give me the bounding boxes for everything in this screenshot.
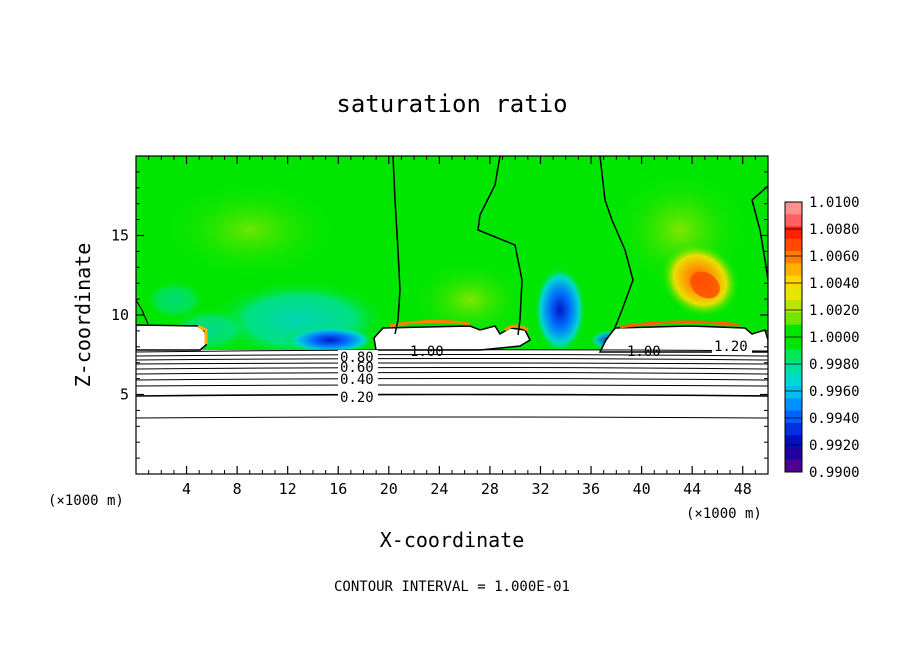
cloud-rim: [197, 324, 208, 344]
field-patch-low: [534, 266, 586, 354]
x-tick-label: 44: [683, 480, 701, 498]
colorbar-band: [785, 337, 802, 350]
x-tick-label: 24: [430, 480, 448, 498]
x-tick-label: 40: [633, 480, 651, 498]
colorbar-band: [785, 373, 802, 387]
x-tick-label: 48: [734, 480, 752, 498]
colorbar-label: 0.9920: [809, 438, 860, 454]
field-patch-yellowgreen: [160, 180, 340, 280]
colorbar-band: [785, 324, 802, 338]
colorbar-label: 0.9960: [809, 384, 860, 400]
y-tick-label: 15: [111, 227, 129, 245]
contour-label: 0.40: [340, 372, 374, 388]
y-tick-label: 5: [120, 386, 129, 404]
contour-line: [392, 156, 401, 335]
colorbar-band: [785, 275, 802, 289]
colorbar-band: [785, 422, 802, 436]
x-unit-left: (×1000 m): [48, 493, 124, 509]
colorbar-band: [785, 300, 802, 313]
chart-title: saturation ratio: [336, 90, 567, 118]
colorbar-band: [785, 386, 802, 399]
contour-label: 1.00: [627, 344, 661, 360]
colorbar-band: [785, 398, 802, 412]
colorbar-band: [785, 447, 802, 461]
colorbar-label: 1.0080: [809, 222, 860, 238]
y-tick-label: 10: [111, 306, 129, 324]
x-tick-label: 8: [233, 480, 242, 498]
lower-white-region: [136, 350, 768, 474]
colorbar-band: [785, 238, 802, 252]
contour-label: 0.60: [340, 360, 374, 376]
colorbar-band: [785, 226, 802, 240]
cloud-rim: [504, 324, 529, 332]
colorbar-band: [785, 459, 802, 473]
colorbar-band: [785, 202, 802, 215]
x-tick-label: 32: [531, 480, 549, 498]
contour-label: 1.20: [714, 339, 748, 355]
colorbar-label: 1.0000: [809, 330, 860, 346]
colorbar-label: 1.0020: [809, 303, 860, 319]
plot-area: [136, 156, 768, 474]
colorbar-label: 1.0040: [809, 276, 860, 292]
colorbar-label: 0.9940: [809, 411, 860, 427]
x-unit-right: (×1000 m): [686, 506, 762, 522]
colorbar-band: [785, 214, 802, 228]
x-tick-label: 4: [182, 480, 191, 498]
colorbar-band: [785, 251, 802, 264]
field-patch-low: [145, 280, 205, 320]
colorbar-band: [785, 312, 802, 326]
contour-labels: 0.80 0.60 0.40 0.20 1.00 1.00 1.20: [338, 338, 752, 406]
x-tick-label: 20: [380, 480, 398, 498]
contour-stack: [136, 349, 768, 419]
colorbar-label: 0.9900: [809, 465, 860, 481]
colorbar-label: 1.0100: [809, 195, 860, 211]
x-tick-label: 12: [279, 480, 297, 498]
field-patch-high: [690, 271, 720, 299]
contour-line: [136, 299, 149, 325]
field-patch-low: [285, 326, 375, 354]
colorbar-band: [785, 435, 802, 448]
colorbar: 1.0100 1.0080 1.0060 1.0040 1.0020 1.0000 0.99…: [784, 195, 860, 481]
colorbar-band: [785, 361, 802, 375]
colorbar-band: [785, 287, 802, 301]
contour-line: [599, 156, 634, 331]
contour-line: [751, 185, 768, 281]
colorbar-label: 1.0060: [809, 249, 860, 265]
colorbar-band: [785, 410, 802, 424]
colorbar-label: 0.9980: [809, 357, 860, 373]
y-axis-label: Z-coordinate: [71, 243, 95, 388]
contour-label: 0.80: [340, 350, 374, 366]
contour-label: 0.20: [340, 390, 374, 406]
contour-interval-note: CONTOUR INTERVAL = 1.000E-01: [334, 579, 570, 595]
x-axis-label: X-coordinate: [380, 528, 525, 552]
x-tick-label: 28: [481, 480, 499, 498]
contour-label: 1.00: [410, 344, 444, 360]
cloud-cap-left: [136, 324, 207, 351]
x-tick-label: 36: [582, 480, 600, 498]
y-axis: 5 10 15: [111, 171, 768, 459]
cloud-rim: [619, 320, 741, 329]
x-tick-label: 16: [329, 480, 347, 498]
colorbar-band: [785, 263, 802, 277]
contour-line: [477, 156, 523, 336]
x-axis: 4 8 12 16 20 24 28 32 36 40 44 48: [148, 156, 756, 498]
colorbar-band: [785, 349, 802, 363]
